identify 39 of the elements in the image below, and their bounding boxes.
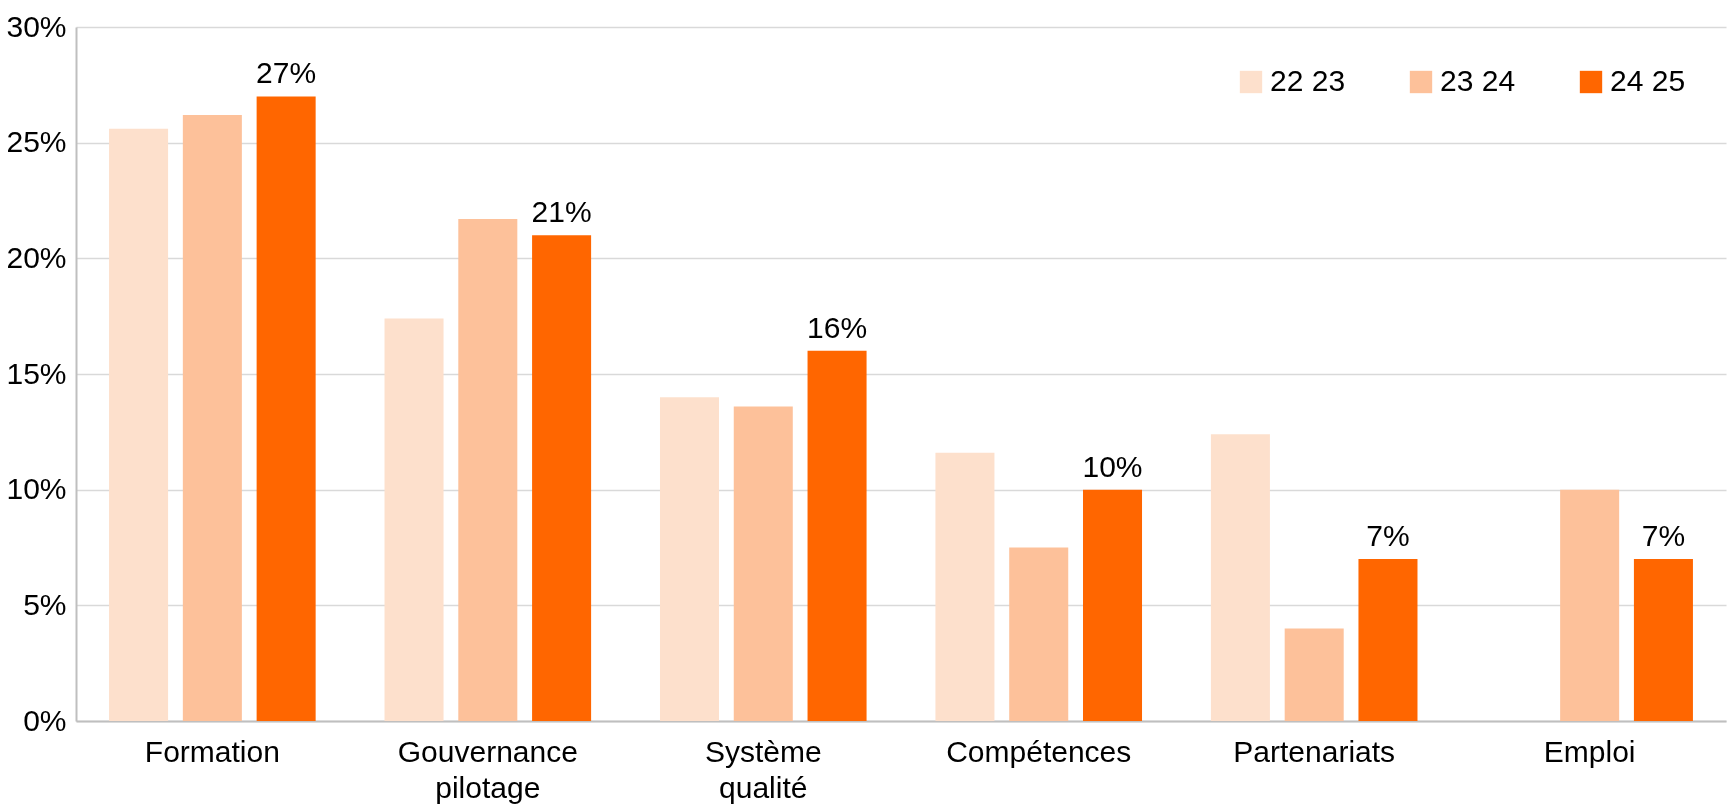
bar <box>659 397 719 721</box>
bar <box>1560 489 1620 721</box>
x-tick-label: Partenariats <box>1233 734 1396 768</box>
bar <box>1210 434 1270 721</box>
x-tick-label: Compétences <box>946 734 1132 768</box>
y-tick-label: 30% <box>6 9 67 43</box>
data-label: 10% <box>1082 449 1143 483</box>
data-label: 7% <box>1366 519 1410 553</box>
x-tick-label: Emploi <box>1543 734 1636 768</box>
y-tick-label: 10% <box>6 472 67 506</box>
data-label: 7% <box>1641 519 1686 553</box>
legend-label: 22 23 <box>1270 64 1346 97</box>
y-tick-label: 0% <box>23 703 67 737</box>
bar <box>384 318 444 721</box>
x-tick-label: Système qualité <box>704 734 822 804</box>
data-label: 21% <box>531 195 592 229</box>
bar <box>935 452 995 721</box>
legend-label: 23 24 <box>1440 64 1516 97</box>
x-tick-label: Gouvernance pilotage <box>397 734 578 804</box>
x-tick-label: Formation <box>144 734 280 768</box>
bar <box>256 96 316 721</box>
bar <box>1284 628 1344 721</box>
bar <box>109 128 169 721</box>
bar <box>1633 559 1693 721</box>
bar <box>458 219 518 721</box>
y-tick-label: 25% <box>6 125 67 159</box>
y-tick-label: 15% <box>6 356 67 390</box>
bar <box>1009 547 1069 721</box>
data-label: 16% <box>807 310 868 344</box>
data-label: 27% <box>256 56 317 90</box>
legend-label: 24 25 <box>1610 64 1686 97</box>
bar <box>733 406 793 721</box>
bar <box>1358 559 1418 721</box>
bar <box>532 235 592 721</box>
bar <box>807 350 867 721</box>
bar <box>1083 489 1143 721</box>
bar <box>182 114 242 721</box>
y-tick-label: 5% <box>23 587 67 621</box>
y-tick-label: 20% <box>6 240 67 274</box>
